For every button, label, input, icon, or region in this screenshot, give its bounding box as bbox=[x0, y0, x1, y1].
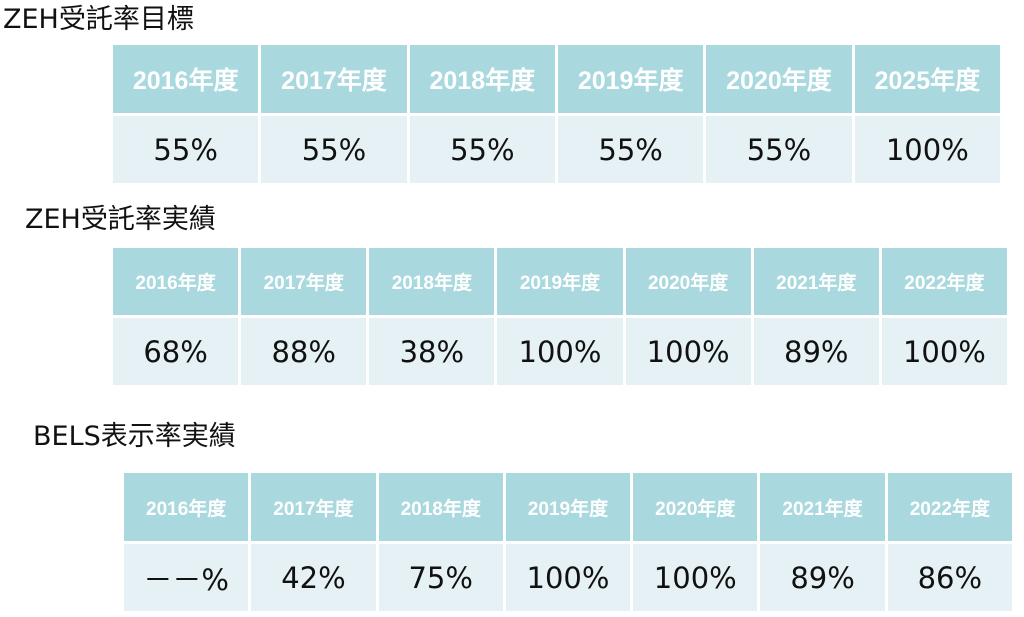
year-header-cell: 2025年度 bbox=[854, 45, 1000, 113]
value-cell: 100% bbox=[625, 318, 751, 385]
zeh-actual-table: 2016年度 2017年度 2018年度 2019年度 2020年度 2021年… bbox=[110, 245, 1010, 388]
value-cell: 55% bbox=[261, 116, 407, 183]
value-cell: 86% bbox=[887, 544, 1012, 611]
value-cell: 100% bbox=[505, 544, 631, 611]
value-cell: 89% bbox=[753, 318, 879, 385]
value-cell: 88% bbox=[241, 318, 367, 385]
year-header-cell: 2016年度 bbox=[113, 45, 259, 113]
year-header-cell: 2021年度 bbox=[760, 473, 885, 541]
year-header-cell: 2020年度 bbox=[633, 473, 758, 541]
year-header-cell: 2017年度 bbox=[251, 473, 376, 541]
value-cell: 100% bbox=[881, 318, 1007, 385]
bels-actual-title: BELS表示率実績 bbox=[33, 421, 236, 452]
value-cell: 55% bbox=[706, 116, 852, 183]
year-header-cell: 2019年度 bbox=[557, 45, 704, 113]
table-header-row: 2016年度 2017年度 2018年度 2019年度 2020年度 2021年… bbox=[113, 248, 1007, 315]
year-header-cell: 2018年度 bbox=[378, 473, 503, 541]
value-cell: 100% bbox=[633, 544, 758, 611]
zeh-target-title: ZEH受託率目標 bbox=[3, 4, 194, 35]
table-header-row: 2016年度 2017年度 2018年度 2019年度 2020年度 2025年… bbox=[113, 45, 1000, 113]
value-cell: 55% bbox=[113, 116, 259, 183]
year-header-cell: 2019年度 bbox=[497, 248, 623, 315]
year-header-cell: 2016年度 bbox=[124, 473, 249, 541]
year-header-cell: 2018年度 bbox=[369, 248, 495, 315]
year-header-cell: 2020年度 bbox=[706, 45, 852, 113]
year-header-cell: 2020年度 bbox=[625, 248, 751, 315]
zeh-actual-title: ZEH受託率実績 bbox=[25, 204, 216, 235]
table-header-row: 2016年度 2017年度 2018年度 2019年度 2020年度 2021年… bbox=[124, 473, 1012, 541]
table-value-row: －－% 42% 75% 100% 100% 89% 86% bbox=[124, 544, 1012, 611]
year-header-cell: 2019年度 bbox=[505, 473, 631, 541]
year-header-cell: 2022年度 bbox=[887, 473, 1012, 541]
year-header-cell: 2017年度 bbox=[261, 45, 407, 113]
year-header-cell: 2017年度 bbox=[241, 248, 367, 315]
value-cell: 75% bbox=[378, 544, 503, 611]
table-value-row: 68% 88% 38% 100% 100% 89% 100% bbox=[113, 318, 1007, 385]
year-header-cell: 2018年度 bbox=[409, 45, 555, 113]
value-cell: 42% bbox=[251, 544, 376, 611]
value-cell: －－% bbox=[124, 544, 249, 611]
bels-actual-table: 2016年度 2017年度 2018年度 2019年度 2020年度 2021年… bbox=[121, 470, 1015, 614]
value-cell: 68% bbox=[113, 318, 239, 385]
table-value-row: 55% 55% 55% 55% 55% 100% bbox=[113, 116, 1000, 183]
zeh-target-table: 2016年度 2017年度 2018年度 2019年度 2020年度 2025年… bbox=[110, 42, 1003, 186]
value-cell: 38% bbox=[369, 318, 495, 385]
year-header-cell: 2022年度 bbox=[881, 248, 1007, 315]
value-cell: 55% bbox=[409, 116, 555, 183]
year-header-cell: 2016年度 bbox=[113, 248, 239, 315]
value-cell: 55% bbox=[557, 116, 704, 183]
year-header-cell: 2021年度 bbox=[753, 248, 879, 315]
value-cell: 100% bbox=[497, 318, 623, 385]
value-cell: 100% bbox=[854, 116, 1000, 183]
value-cell: 89% bbox=[760, 544, 885, 611]
